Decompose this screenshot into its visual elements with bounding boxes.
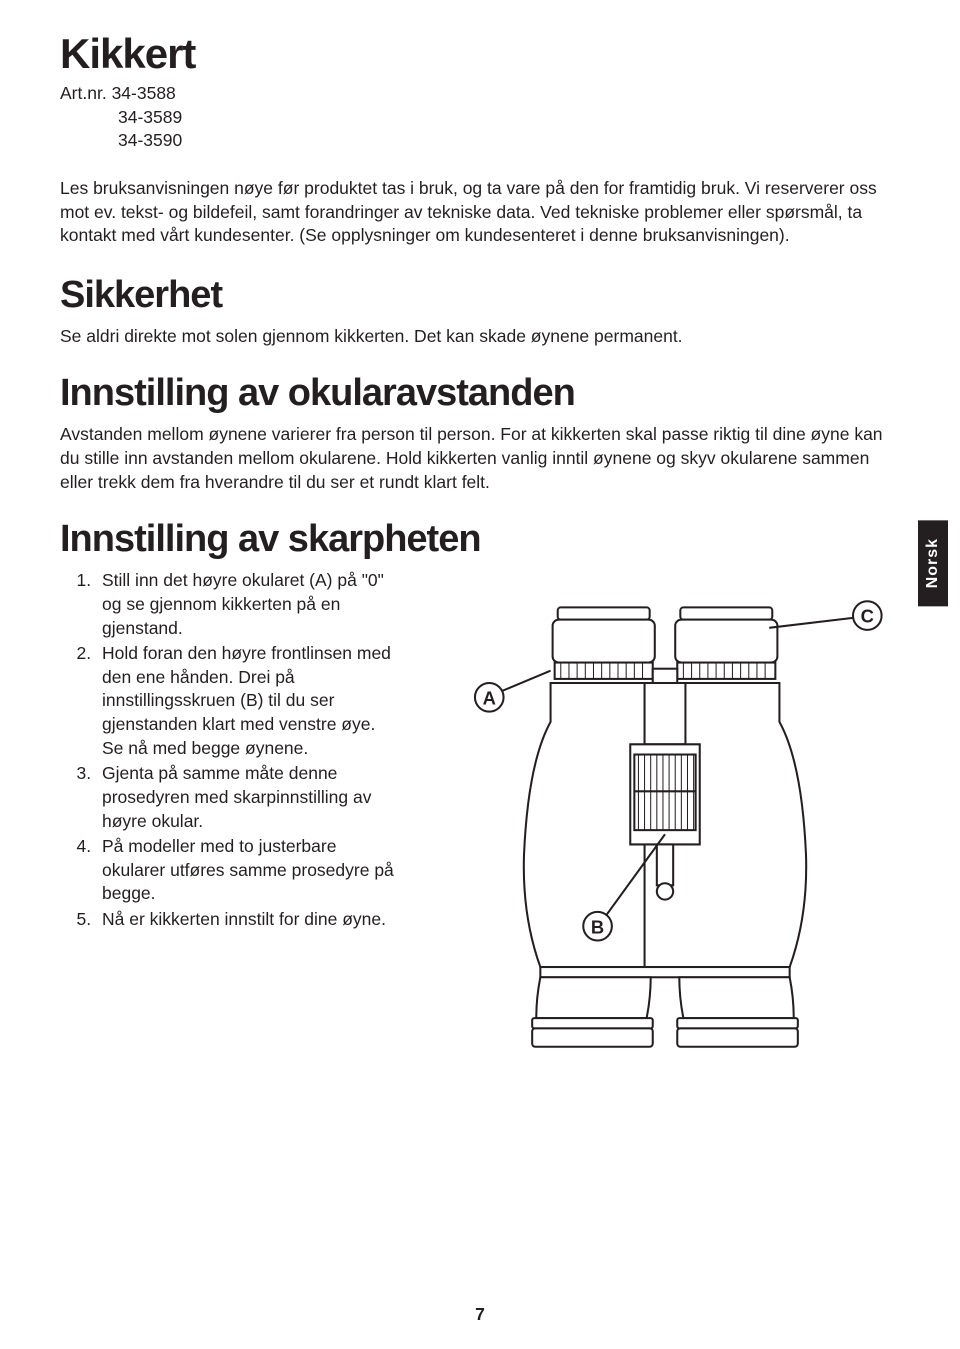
artnr-1: 34-3589 [118, 106, 182, 130]
diagram-label-c: C [861, 606, 874, 627]
figure-column: A C B [420, 569, 900, 1064]
steps-column: Still inn det høyre okularet (A) på "0" … [60, 569, 400, 933]
heading-sikkerhet: Sikkerhet [60, 274, 900, 317]
list-item: Nå er kikkerten innstilt for dine øyne. [96, 908, 400, 932]
steps-list: Still inn det høyre okularet (A) på "0" … [60, 569, 400, 931]
list-item: På modeller med to justerbare okularer u… [96, 835, 400, 906]
artnr-2: 34-3590 [118, 129, 182, 153]
artnr-label: Art.nr. [60, 83, 107, 103]
heading-skarpheten: Innstilling av skarpheten [60, 518, 900, 561]
artnr-0: 34-3588 [112, 83, 176, 103]
list-item: Still inn det høyre okularet (A) på "0" … [96, 569, 400, 640]
page-number: 7 [475, 1304, 485, 1325]
intro-paragraph: Les bruksanvisningen nøye før produktet … [60, 177, 900, 248]
binoculars-diagram: A C B [430, 589, 900, 1059]
heading-okularavstanden: Innstilling av okularavstanden [60, 372, 900, 415]
list-item: Hold foran den høyre frontlinsen med den… [96, 642, 400, 760]
article-number-block: Art.nr. 34-3588 34-3589 34-3590 [60, 82, 900, 153]
language-tab: Norsk [918, 520, 948, 606]
steps-and-figure-row: Still inn det høyre okularet (A) på "0" … [60, 569, 900, 1064]
diagram-label-a: A [483, 688, 496, 709]
diagram-label-b: B [591, 917, 604, 938]
body-sikkerhet: Se aldri direkte mot solen gjennom kikke… [60, 325, 900, 349]
body-okularavstanden: Avstanden mellom øynene varierer fra per… [60, 423, 900, 494]
page-title: Kikkert [60, 30, 900, 78]
list-item: Gjenta på samme måte denne prosedyren me… [96, 762, 400, 833]
